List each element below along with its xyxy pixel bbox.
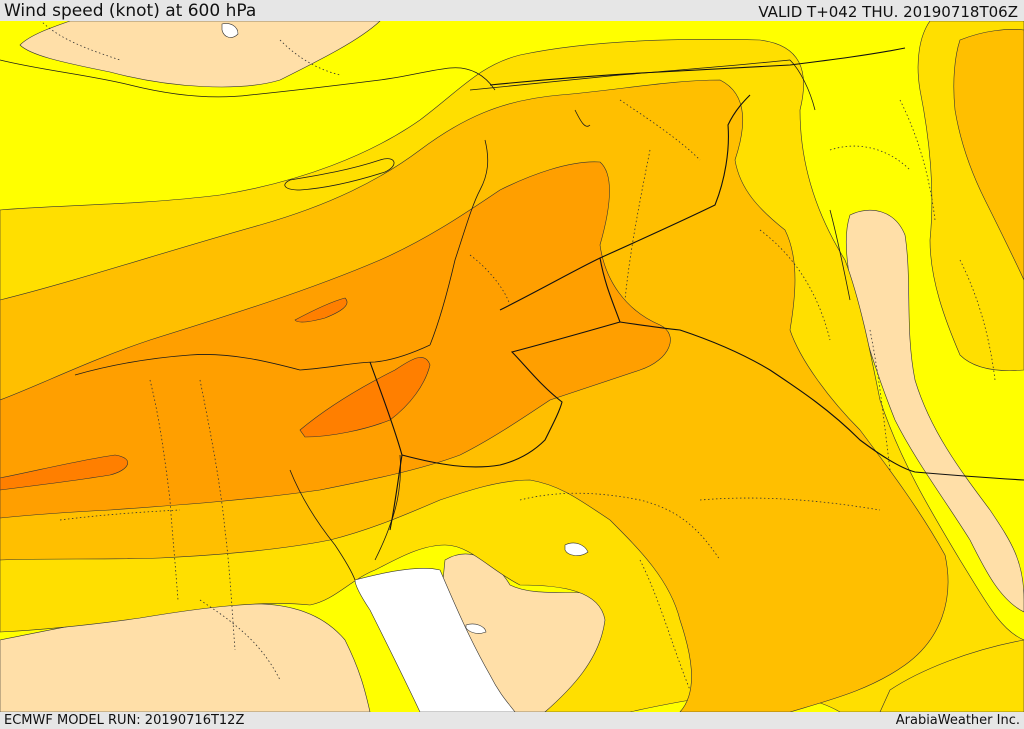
band-high-center (299, 357, 431, 438)
band-mid-low-southeast (879, 639, 1024, 712)
coastlines (0, 59, 851, 581)
band-high-west (0, 454, 128, 491)
borders (369, 47, 1024, 531)
valid-time: VALID T+042 THU. 20190718T06Z (758, 3, 1018, 21)
admin-boundaries (40, 21, 996, 691)
header-bar: Wind speed (knot) at 600 hPa VALID T+042… (0, 0, 1024, 21)
provider-credit: ArabiaWeather Inc. (895, 713, 1020, 728)
band-mid-high (0, 161, 671, 519)
band-mid-northeast (953, 29, 1024, 281)
map-title: Wind speed (knot) at 600 hPa (4, 1, 257, 21)
footer-bar: ECMWF MODEL RUN: 20190716T12Z ArabiaWeat… (0, 712, 1024, 729)
model-run: ECMWF MODEL RUN: 20190716T12Z (4, 713, 245, 728)
islands (221, 23, 589, 634)
wind-speed-map[interactable] (0, 21, 1024, 712)
band-high-northwest (294, 297, 348, 323)
band-lowest-north (19, 21, 381, 88)
red-sea-gap (354, 568, 516, 712)
